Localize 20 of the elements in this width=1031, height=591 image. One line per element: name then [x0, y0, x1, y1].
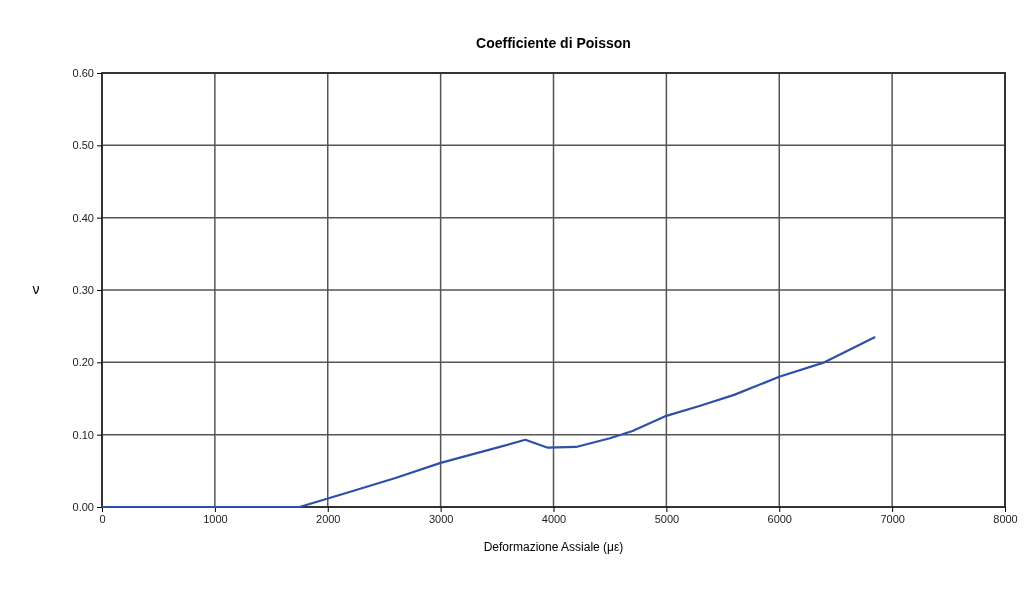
chart-title: Coefficiente di Poisson — [476, 35, 631, 51]
x-tick-label: 6000 — [767, 512, 792, 525]
x-tick-label: 8000 — [993, 512, 1018, 525]
x-tick-label: 3000 — [428, 512, 454, 525]
y-tick-label: 0.00 — [72, 501, 94, 514]
y-tick-label: 0.50 — [72, 139, 94, 152]
x-tick-label: 4000 — [541, 512, 567, 525]
y-tick-label: 0.30 — [72, 284, 94, 297]
x-tick-label: 1000 — [203, 512, 228, 525]
line-series — [100, 335, 877, 509]
y-tick-label: 0.20 — [72, 356, 94, 369]
x-tick-label: 5000 — [654, 512, 680, 525]
x-axis-title: Deformazione Assiale (με) — [483, 540, 624, 554]
y-tick-label: 0.60 — [72, 67, 94, 80]
y-tick-label: 0.10 — [72, 428, 94, 441]
x-tick-label: 2000 — [316, 512, 341, 525]
x-tick-label: 7000 — [880, 512, 905, 525]
y-axis-title: ν — [32, 280, 40, 297]
x-tick-label: 0 — [99, 512, 106, 525]
y-tick-label: 0.40 — [72, 211, 94, 224]
